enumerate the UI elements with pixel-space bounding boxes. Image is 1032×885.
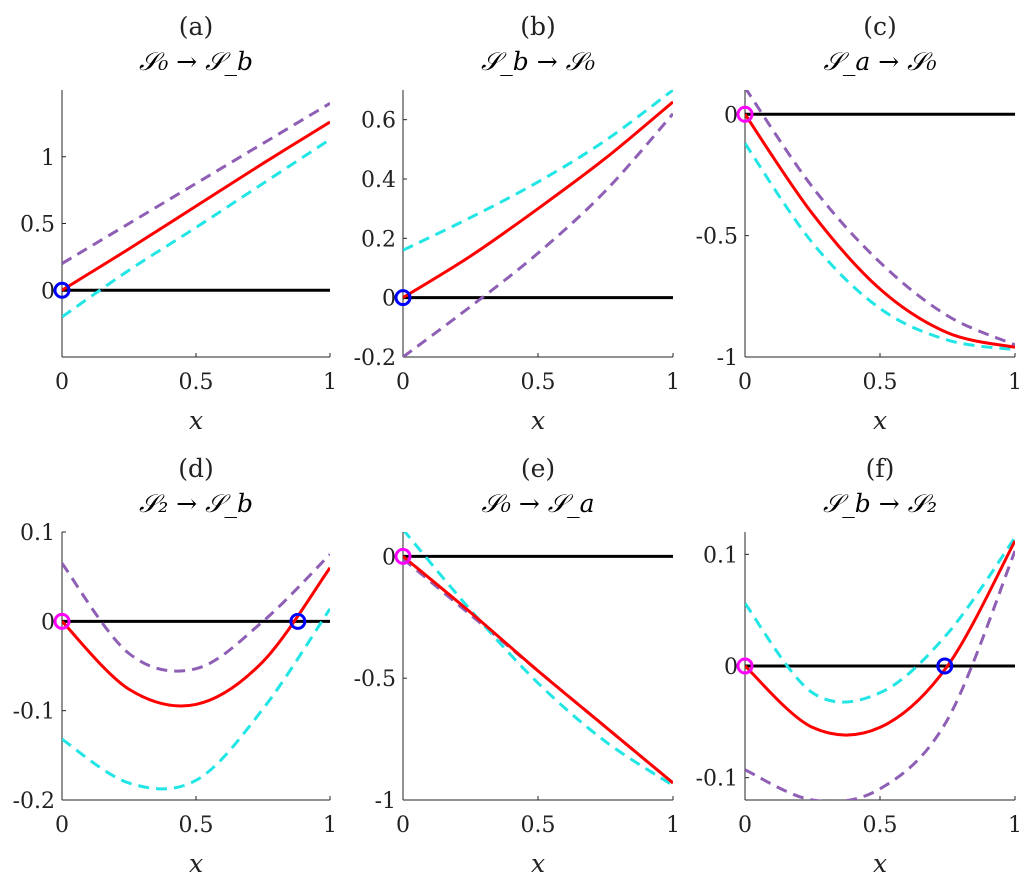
x-tick-label: 1 [323, 370, 337, 395]
x-tick-label: 0 [55, 370, 69, 395]
y-tick-label: 0.4 [361, 168, 396, 193]
x-tick-label: 0 [738, 813, 752, 838]
x-tick-label: 0.5 [863, 813, 898, 838]
x-axis-label: x [531, 406, 545, 435]
point-marker [394, 289, 412, 307]
x-axis-label: x [531, 849, 545, 878]
series-group [62, 102, 330, 319]
series-group [745, 90, 1015, 352]
panel-label: (f) [866, 454, 895, 483]
y-tick-label: -0.1 [13, 700, 55, 725]
series-line-upper [403, 90, 673, 252]
x-axis-label: x [189, 406, 203, 435]
y-tick-label: 0.5 [20, 213, 55, 238]
y-tick-label: -0.1 [696, 767, 738, 792]
series-line-lower [403, 112, 673, 357]
y-tick-label: 1 [41, 146, 55, 171]
x-axis-label: x [873, 406, 887, 435]
series-line-main [62, 566, 330, 708]
panel-label: (e) [521, 454, 555, 483]
chart-panel-5: (e) 𝒮₀ → 𝒮_a 0 0.5 1 x -1 -0.5 0 [354, 454, 680, 878]
panel-title: 𝒮₀ → 𝒮_b [139, 47, 253, 76]
y-tick-label: 0 [724, 103, 738, 128]
y-tick-label: -0.5 [354, 667, 396, 692]
panel-label: (d) [178, 454, 214, 483]
x-axis-label: x [189, 849, 203, 878]
series-line-main [62, 120, 330, 292]
x-tick-label: 0.5 [521, 813, 556, 838]
y-tick-label: 0 [724, 655, 738, 680]
point-marker [736, 105, 754, 123]
point-marker [53, 612, 71, 630]
series-line-lower [403, 532, 673, 787]
series-line-upper [745, 536, 1015, 704]
point-marker [289, 612, 307, 630]
x-axis-label: x [873, 849, 887, 878]
x-tick-label: 0.5 [179, 370, 214, 395]
chart-panel-6: (f)𝒮_b → 𝒮₂0 0.5 1x-0.100.1 [696, 454, 1022, 878]
series-line-main [403, 100, 673, 299]
y-tick-label: 0 [41, 610, 55, 635]
panel-title: 𝒮_b → 𝒮₂ [823, 489, 937, 518]
series-group [403, 90, 673, 357]
y-tick-label: 0 [382, 545, 396, 570]
y-tick-label: 0.1 [703, 543, 738, 568]
x-tick-label: 0.5 [521, 370, 556, 395]
panel-title: 𝒮_b → 𝒮₀ [481, 47, 595, 76]
x-tick-label: 0 [396, 813, 410, 838]
x-tick-label: 0.5 [179, 813, 214, 838]
point-marker [53, 281, 71, 299]
y-tick-label: 0 [382, 287, 396, 312]
x-tick-label: 1 [323, 813, 337, 838]
x-tick-label: 0 [738, 370, 752, 395]
chart-panel-1: (a) 𝒮₀ → 𝒮_b 0 0.5 1 x 0 0.5 1 [20, 12, 337, 435]
series-line-lower [745, 550, 1015, 800]
point-marker [936, 657, 954, 675]
series-line-lower [62, 607, 330, 791]
point-marker [736, 657, 754, 675]
y-tick-label: -0.2 [13, 789, 55, 814]
y-tick-label: 0.6 [361, 109, 396, 134]
panel-title: 𝒮_a → 𝒮₀ [824, 47, 937, 76]
x-tick-label: 1 [1008, 813, 1022, 838]
series-line-main [403, 555, 673, 785]
x-tick-label: 1 [666, 370, 680, 395]
chart-panel-2: (b)𝒮_b → 𝒮₀0 0.5 1x-0.200.20.40.6 [354, 12, 680, 435]
point-marker [394, 547, 412, 565]
series-line-lower [745, 142, 1015, 352]
panel-label: (a) [179, 12, 213, 41]
chart-panel-4: (d) 𝒮₂ → 𝒮_b 0 0.5 1 x -0.2 -0.1 0 0.1 [13, 454, 337, 878]
y-tick-label: 0.1 [20, 521, 55, 546]
series-line-upper [62, 553, 330, 673]
series-line-upper [745, 90, 1015, 347]
x-tick-label: 1 [1008, 370, 1022, 395]
chart-panel-3: (c) 𝒮_a → 𝒮₀ 0 0.5 1 x -1 -0.5 0 [696, 12, 1022, 435]
series-line-main [745, 113, 1015, 349]
x-tick-label: 0 [396, 370, 410, 395]
y-tick-label: 0 [41, 279, 55, 304]
panel-title: 𝒮₀ → 𝒮_a [482, 489, 595, 518]
y-tick-label: -1 [375, 789, 396, 814]
series-line-upper [62, 102, 330, 265]
series-group [745, 536, 1015, 800]
panel-title: 𝒮₂ → 𝒮_b [139, 489, 253, 518]
y-tick-label: -0.5 [696, 225, 738, 250]
panel-label: (c) [863, 12, 897, 41]
x-tick-label: 1 [666, 813, 680, 838]
series-group [62, 553, 330, 791]
y-tick-label: -1 [717, 346, 738, 371]
y-tick-label: -0.2 [354, 346, 396, 371]
series-line-main [745, 540, 1015, 737]
x-tick-label: 0.5 [863, 370, 898, 395]
y-tick-label: 0.2 [361, 227, 396, 252]
x-tick-label: 0 [55, 813, 69, 838]
series-group [403, 532, 673, 787]
panel-label: (b) [520, 12, 556, 41]
